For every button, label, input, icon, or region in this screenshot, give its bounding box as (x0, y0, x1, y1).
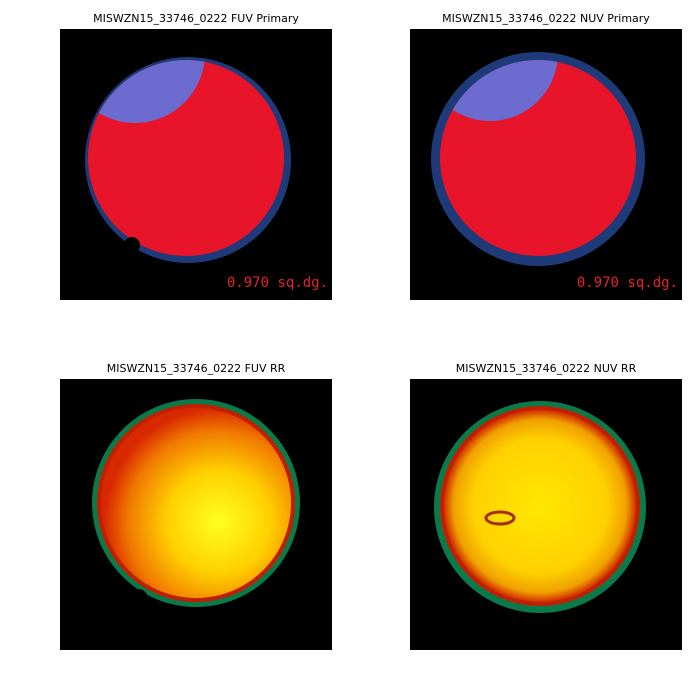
dead-spot (124, 237, 140, 253)
image-panel: 0.970 sq.dg. (60, 29, 332, 300)
response-map (444, 410, 636, 602)
area-label: 0.970 sq.dg. (227, 275, 328, 291)
area-label: 0.970 sq.dg. (577, 275, 678, 291)
response-map (101, 408, 291, 598)
panel-title: MISWZN15_33746_0222 NUV Primary (442, 12, 650, 25)
image-panel (60, 379, 332, 650)
panel-title: MISWZN15_33746_0222 FUV RR (107, 362, 286, 375)
dead-spot (128, 589, 148, 609)
artifact (484, 510, 516, 526)
image-panel: 0.970 sq.dg. (410, 29, 682, 300)
image-panel (410, 379, 682, 650)
panel-title: MISWZN15_33746_0222 FUV Primary (93, 12, 299, 25)
panel-title: MISWZN15_33746_0222 NUV RR (456, 362, 637, 375)
